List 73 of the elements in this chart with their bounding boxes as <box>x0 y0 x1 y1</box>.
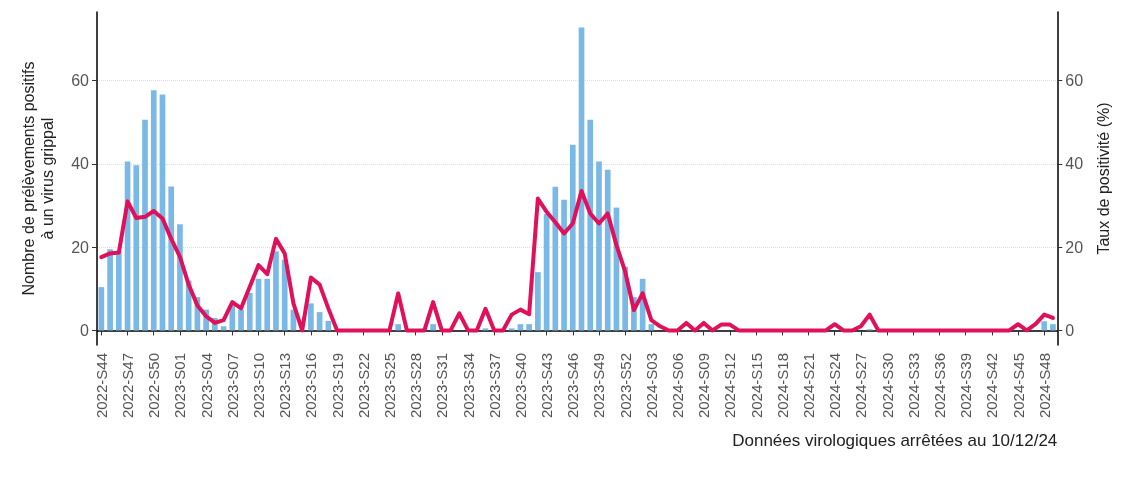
x-tick-label: 2024-S42 <box>983 353 1001 419</box>
x-tick-label: 2023-S25 <box>380 353 398 419</box>
x-tick-label: 2023-S43 <box>538 353 556 419</box>
x-tick-label: 2024-S24 <box>826 353 844 419</box>
bar <box>430 324 436 331</box>
x-tick-label: 2024-S39 <box>957 353 975 419</box>
x-tick-label: 2023-S28 <box>407 353 425 419</box>
bar <box>1041 321 1048 331</box>
bar <box>561 199 567 331</box>
x-tick-label: 2023-S01 <box>171 353 189 419</box>
x-tick-label: 2024-S18 <box>773 353 791 419</box>
bar <box>552 186 559 331</box>
bar <box>142 119 148 331</box>
x-tick-label: 2023-S22 <box>354 353 372 419</box>
bar <box>604 169 611 331</box>
bar <box>508 328 515 331</box>
y2-tick-label: 0 <box>1065 321 1075 339</box>
y2-tick-label: 60 <box>1065 72 1084 90</box>
x-tick-label: 2023-S40 <box>511 353 529 419</box>
x-tick-label: 2024-S15 <box>747 353 765 419</box>
x-tick-label: 2024-S30 <box>878 353 896 419</box>
bar <box>246 292 253 331</box>
x-tick-label: 2023-S04 <box>197 353 215 419</box>
bar <box>273 251 279 331</box>
y-tick-label: 40 <box>71 155 90 173</box>
bar <box>395 324 402 331</box>
bar <box>168 186 175 331</box>
x-tick-label: 2024-S03 <box>642 353 660 419</box>
bar <box>587 119 594 331</box>
y2-tick-label: 20 <box>1065 238 1084 256</box>
x-tick-label: 2024-S27 <box>852 353 870 419</box>
x-tick-label: 2023-S19 <box>328 353 346 419</box>
x-tick-label: 2023-S37 <box>485 353 503 419</box>
x-tick-label: 2022-S44 <box>92 353 110 419</box>
bar <box>596 161 602 331</box>
bar <box>569 144 576 331</box>
x-tick-label: 2023-S52 <box>616 353 634 419</box>
x-tick-label: 2023-S34 <box>459 353 477 419</box>
bar <box>107 249 113 331</box>
x-tick-label: 2022-S47 <box>119 353 137 419</box>
x-tick-label: 2024-S21 <box>800 353 817 419</box>
y-tick-label: 0 <box>80 321 90 339</box>
bar <box>308 303 314 331</box>
x-tick-label: 2024-S45 <box>1009 353 1027 419</box>
bar <box>115 251 122 331</box>
bar <box>526 324 532 331</box>
x-tick-label: 2023-S13 <box>276 353 294 419</box>
bar <box>133 165 140 331</box>
y-tick-label: 20 <box>71 238 90 256</box>
bar <box>150 90 157 331</box>
x-tick-label: 2023-S07 <box>223 353 241 419</box>
x-tick-label: 2023-S46 <box>564 353 582 419</box>
x-tick-label: 2024-S33 <box>904 353 922 419</box>
x-tick-label: 2024-S09 <box>695 353 713 419</box>
bar <box>264 278 271 331</box>
y2-tick-label: 40 <box>1065 155 1084 173</box>
x-tick-label: 2022-S50 <box>145 353 163 419</box>
x-tick-label: 2023-S49 <box>590 353 608 419</box>
y-axis-title: Nombre de prélèvements positifs à un virus grippal <box>20 61 56 296</box>
x-axis-title: Données virologiques arrêtées au 10/12/24 <box>732 431 1058 451</box>
bar <box>238 309 244 331</box>
x-tick-label: 2024-S36 <box>930 353 948 419</box>
y2-axis-title: Taux de positivité (%) <box>1095 102 1112 255</box>
y-tick-label: 60 <box>71 72 90 90</box>
bar <box>1050 324 1056 331</box>
x-tick-label: 2023-S16 <box>302 353 320 419</box>
x-tick-label: 2024-S06 <box>669 353 687 419</box>
bar <box>535 272 541 331</box>
x-tick-label: 2024-S48 <box>1035 353 1053 419</box>
line-series <box>99 188 1055 333</box>
x-tick-label: 2024-S12 <box>721 353 739 419</box>
x-tick-label: 2023-S31 <box>433 353 451 419</box>
x-tick-label: 2023-S10 <box>250 353 268 419</box>
